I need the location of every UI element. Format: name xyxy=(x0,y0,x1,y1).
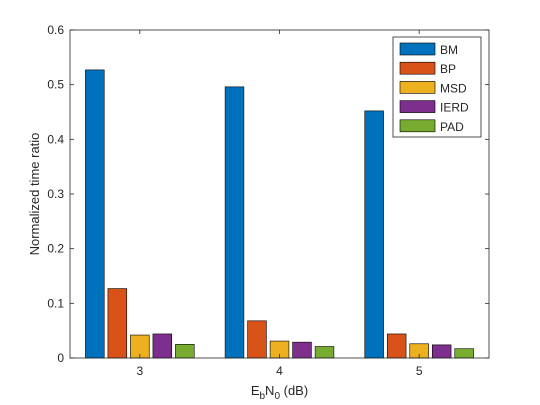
x-axis-label: EbN0 (dB) xyxy=(251,383,308,402)
y-axis-ticks: 0 0.1 0.2 0.3 0.4 0.5 0.6 xyxy=(47,23,489,365)
legend-swatch-msd xyxy=(399,81,436,94)
y-axis-label: Normalized time ratio xyxy=(27,133,42,256)
bars-layer xyxy=(85,69,474,359)
bar-bm-3 xyxy=(85,69,105,359)
bar-pad-4 xyxy=(314,346,335,359)
legend-label-pad: PAD xyxy=(440,120,464,134)
legend-swatch-pad xyxy=(399,119,436,133)
x-tick-label: 4 xyxy=(276,364,283,378)
x-axis-ticks: 3 4 5 xyxy=(136,30,423,378)
bar-ierd-4 xyxy=(292,341,312,359)
x-tick-label: 3 xyxy=(136,364,143,378)
bar-bm-5 xyxy=(364,110,384,359)
y-tick-label: 0.3 xyxy=(47,187,64,201)
plot-frame xyxy=(69,29,490,359)
legend-label-msd: MSD xyxy=(440,81,467,95)
y-tick-label: 0.5 xyxy=(47,78,64,92)
legend-label-bm: BM xyxy=(440,43,458,57)
legend-swatch-ierd xyxy=(399,100,436,113)
legend-swatch-bp xyxy=(399,61,436,75)
legend-items: BM BP MSD IERD PAD xyxy=(399,42,469,134)
bar-bp-5 xyxy=(386,333,407,359)
y-tick-label: 0.2 xyxy=(47,242,64,256)
legend: BM BP MSD IERD PAD xyxy=(392,36,482,138)
y-tick-label: 0.1 xyxy=(47,296,64,310)
bar-pad-3 xyxy=(175,344,195,359)
legend-label-ierd: IERD xyxy=(440,101,469,115)
bar-pad-5 xyxy=(454,348,474,359)
y-tick-label: 0 xyxy=(57,351,64,365)
y-tick-label: 0.4 xyxy=(47,132,64,146)
bar-bp-4 xyxy=(247,320,267,359)
bar-ierd-3 xyxy=(152,333,173,359)
legend-swatch-bm xyxy=(399,42,436,56)
bar-ierd-5 xyxy=(431,344,452,359)
y-tick-label: 0.6 xyxy=(47,23,64,37)
bar-bp-3 xyxy=(107,288,128,359)
legend-label-bp: BP xyxy=(440,62,456,76)
bar-bm-4 xyxy=(224,86,245,359)
x-tick-label: 5 xyxy=(416,364,423,378)
